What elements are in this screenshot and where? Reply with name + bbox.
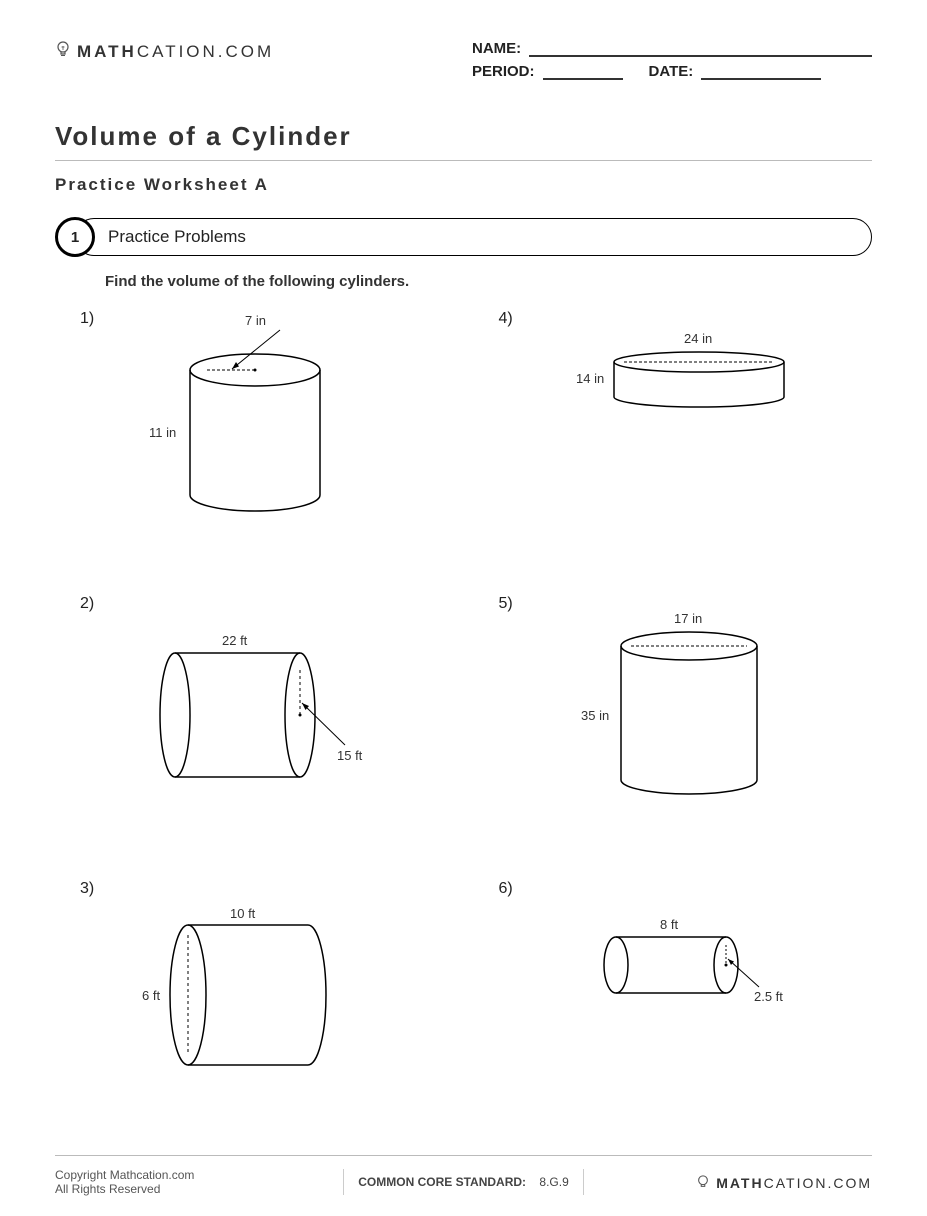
standard-label: COMMON CORE STANDARD: [358,1175,526,1189]
name-label: NAME: [472,40,521,57]
copyright-line-1: Copyright Mathcation.com [55,1168,343,1182]
problem-1: 1) 7 in 11 in [55,310,454,565]
width-label: 22 ft [222,633,248,648]
problems-grid: 1) 7 in 11 in 4) [55,310,872,1135]
radius-label: 2.5 ft [754,989,783,1004]
logo-thin: CATION.COM [137,42,274,61]
section-number-badge: 1 [55,217,95,257]
student-fields: NAME: PERIOD: DATE: [472,40,872,86]
name-blank[interactable] [529,41,872,57]
cylinder-figure: 10 ft 6 ft [55,880,455,1120]
height-label: 14 in [576,371,604,386]
problem-4: 4) 24 in 14 in [474,310,873,565]
worksheet-header: MATHCATION.COM NAME: PERIOD: DATE: [55,40,872,86]
page-subtitle: Practice Worksheet A [55,175,872,195]
height-label: 6 ft [142,988,160,1003]
section-header: 1 Practice Problems [55,217,872,257]
instructions-text: Find the volume of the following cylinde… [105,273,872,290]
radius-label: 7 in [245,313,266,328]
problem-2: 2) 15 ft 22 ft [55,595,454,850]
period-blank[interactable] [543,64,623,80]
cylinder-figure: 2.5 ft 8 ft [474,880,874,1120]
date-blank[interactable] [701,64,821,80]
standard-value: 8.G.9 [539,1175,568,1189]
width-label: 10 ft [230,906,256,921]
radius-label: 15 ft [337,748,363,763]
footer-logo-thin: CATION.COM [764,1175,872,1191]
height-label: 35 in [581,708,609,723]
period-label: PERIOD: [472,63,535,80]
page-title: Volume of a Cylinder [55,121,872,152]
cylinder-figure: 7 in 11 in [55,310,455,550]
title-rule [55,160,872,161]
footer-rule [55,1155,872,1156]
width-label: 8 ft [660,917,678,932]
height-label: 11 in [149,425,176,440]
logo-bold: MATH [77,42,137,61]
page-footer: Copyright Mathcation.com All Rights Rese… [55,1168,872,1196]
copyright-line-2: All Rights Reserved [55,1182,343,1196]
problem-3: 3) 10 ft 6 ft [55,880,454,1135]
width-label: 24 in [684,331,712,346]
cylinder-figure: 15 ft 22 ft [55,595,455,835]
width-label: 17 in [674,611,702,626]
section-label: Practice Problems [75,218,872,256]
problem-6: 6) 2.5 ft 8 ft [474,880,873,1135]
problem-5: 5) 17 in 35 in [474,595,873,850]
footer-logo: MATHCATION.COM [584,1174,872,1191]
lightbulb-icon [696,1175,716,1191]
cylinder-figure: 24 in 14 in [474,310,874,550]
footer-logo-bold: MATH [716,1175,763,1191]
lightbulb-icon [55,40,71,63]
cylinder-figure: 17 in 35 in [474,595,874,835]
site-logo: MATHCATION.COM [55,40,274,63]
date-label: DATE: [649,63,694,80]
